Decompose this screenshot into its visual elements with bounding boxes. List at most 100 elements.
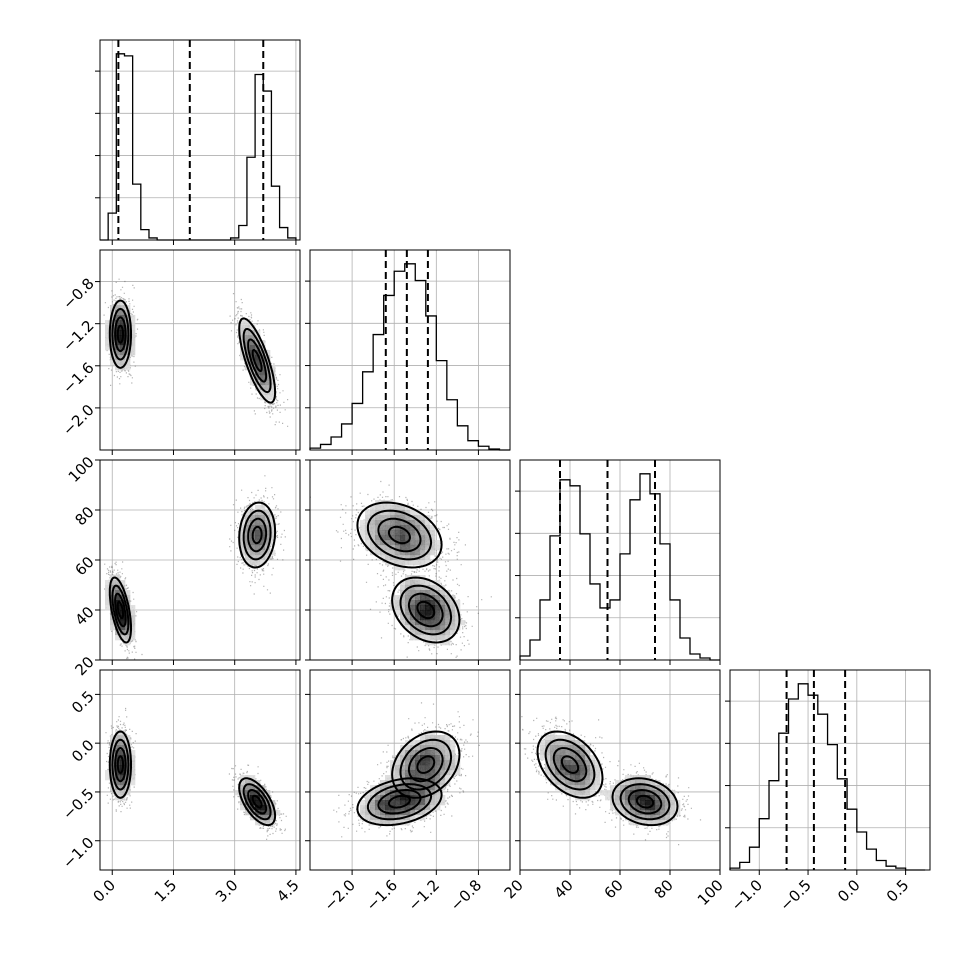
density-cell — [255, 370, 261, 376]
density-cell — [670, 795, 676, 801]
density-cell — [260, 815, 266, 821]
density-cell — [395, 775, 401, 781]
density-cell — [625, 790, 631, 796]
density-cell — [435, 635, 441, 641]
contour-line — [114, 316, 127, 353]
density-cell — [670, 805, 676, 811]
density-cell — [385, 525, 391, 531]
density-cell — [260, 550, 266, 556]
density-cell — [420, 625, 426, 631]
density-cell — [105, 335, 111, 341]
density-cell — [430, 600, 436, 606]
density-cell — [660, 805, 666, 811]
density-cell — [255, 800, 261, 806]
density-cell — [655, 790, 661, 796]
density-cell — [650, 780, 656, 786]
density-cell — [555, 770, 561, 776]
density-cell — [260, 505, 266, 511]
contour-line — [238, 317, 277, 404]
density-cell — [430, 540, 436, 546]
density-cell — [255, 560, 261, 566]
density-cell — [115, 340, 121, 346]
density-cell — [420, 760, 426, 766]
contour-line — [552, 747, 588, 783]
density-cell — [425, 605, 431, 611]
density-cell — [110, 305, 116, 311]
density-cell — [390, 555, 396, 561]
scatter-panel-4-1: 0.0 1.5 3.0 4.5 −1.0 −0.5 0.0 0.5 — [59, 669, 303, 906]
density-cell — [365, 795, 371, 801]
density-cell — [265, 385, 271, 391]
density-cell — [435, 615, 441, 621]
x-tick-label: 20 — [501, 876, 527, 902]
density-cell — [420, 525, 426, 531]
density-cell — [240, 785, 246, 791]
density-cell — [450, 770, 456, 776]
density-cell — [375, 820, 381, 826]
density-cell — [245, 540, 251, 546]
density-cell — [445, 775, 451, 781]
density-cell — [380, 790, 386, 796]
density-cell — [385, 510, 391, 516]
y-tick-label: 40 — [71, 603, 97, 629]
density-cell — [115, 755, 121, 761]
contour-line — [544, 738, 596, 791]
contour-line — [391, 576, 461, 644]
density-cell — [440, 800, 446, 806]
density-cell — [400, 545, 406, 551]
density-cell — [410, 635, 416, 641]
density-cell — [425, 805, 431, 811]
scatter-panel-2-1: −2.0 −1.6 −1.2 −0.8 — [59, 249, 301, 455]
density-cell — [575, 750, 581, 756]
density-cell — [660, 785, 666, 791]
density-cell — [445, 735, 451, 741]
density-cell — [415, 535, 421, 541]
density-cell — [265, 520, 271, 526]
density-cell — [625, 800, 631, 806]
density-cell — [610, 805, 616, 811]
density-cell — [380, 815, 386, 821]
density-cell — [435, 745, 441, 751]
density-cell — [665, 820, 671, 826]
density-cell — [430, 760, 436, 766]
density-cell — [110, 735, 116, 741]
density-cell — [445, 620, 451, 626]
density-cell — [375, 550, 381, 556]
density-cell — [425, 735, 431, 741]
density-cell — [385, 535, 391, 541]
density-cell — [265, 810, 271, 816]
density-cell — [240, 530, 246, 536]
density-cell — [445, 765, 451, 771]
density-cell — [420, 745, 426, 751]
density-cell — [615, 785, 621, 791]
density-cell — [365, 515, 371, 521]
density-cell — [110, 625, 116, 631]
density-cell — [270, 535, 276, 541]
density-cell — [425, 780, 431, 786]
density-cell — [650, 785, 656, 791]
density-cell — [430, 630, 436, 636]
density-cell — [380, 510, 386, 516]
density-cell — [265, 375, 271, 381]
x-tick-label: 0.0 — [834, 876, 864, 906]
x-tick-label: −1.6 — [363, 876, 401, 914]
density-cell — [595, 765, 601, 771]
density-cell — [400, 565, 406, 571]
density-cell — [410, 525, 416, 531]
density-cell — [655, 785, 661, 791]
density-cell — [255, 505, 261, 511]
density-cell — [605, 795, 611, 801]
density-cell — [430, 750, 436, 756]
density-cell — [395, 800, 401, 806]
density-cell — [400, 580, 406, 586]
density-cell — [275, 810, 281, 816]
density-cell — [660, 810, 666, 816]
density-cell — [120, 300, 126, 306]
density-cell — [265, 525, 271, 531]
density-cell — [415, 745, 421, 751]
density-cell — [245, 560, 251, 566]
density-cell — [435, 735, 441, 741]
density-cell — [410, 590, 416, 596]
density-cell — [125, 350, 131, 356]
density-cell — [260, 800, 266, 806]
